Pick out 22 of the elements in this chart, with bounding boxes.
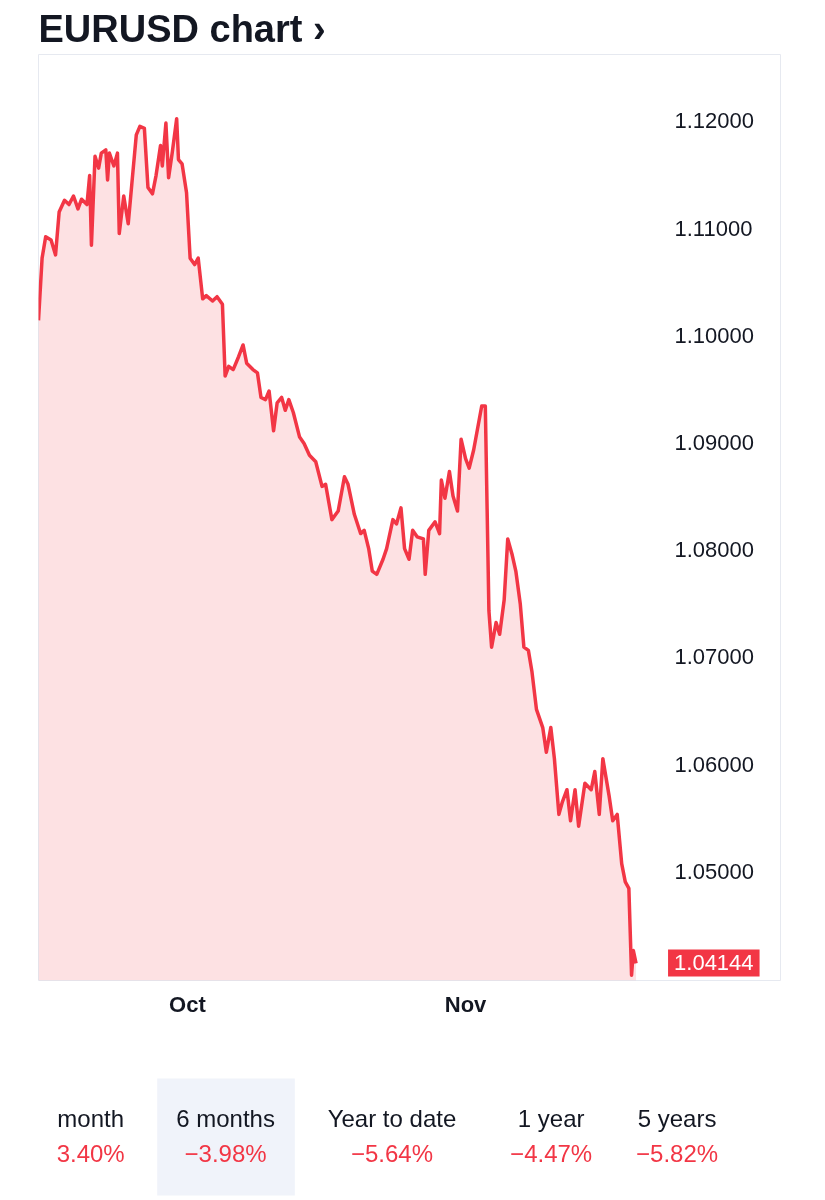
y-tick-label: 1.05000	[674, 858, 755, 884]
x-tick-label: Oct	[169, 991, 207, 1017]
text: 5 years	[637, 1105, 717, 1132]
text: −5.82%	[636, 1140, 719, 1167]
text: 3.40%	[56, 1140, 125, 1167]
text: −4.47%	[510, 1140, 593, 1167]
annotation: 1.04144	[674, 950, 754, 976]
y-tick-label: 1.07000	[674, 644, 755, 670]
y-tick-label: 1.08000	[674, 537, 755, 563]
text: 1 year	[517, 1105, 585, 1132]
text: −5.64%	[350, 1140, 434, 1167]
y-tick-label: 1.12000	[674, 108, 755, 134]
y-tick-label: 1.09000	[674, 429, 755, 455]
y-tick-label: 1.11000	[674, 215, 753, 241]
y-tick-label: 1.06000	[674, 751, 755, 777]
x-tick-label: Nov	[444, 991, 488, 1017]
y-tick-label: 1.10000	[674, 322, 755, 348]
chart-title: EURUSD chart ›	[38, 7, 326, 50]
text: month	[57, 1105, 125, 1132]
text: −3.98%	[184, 1140, 267, 1167]
text: 6 months	[176, 1105, 275, 1132]
text: Year to date	[327, 1105, 457, 1132]
